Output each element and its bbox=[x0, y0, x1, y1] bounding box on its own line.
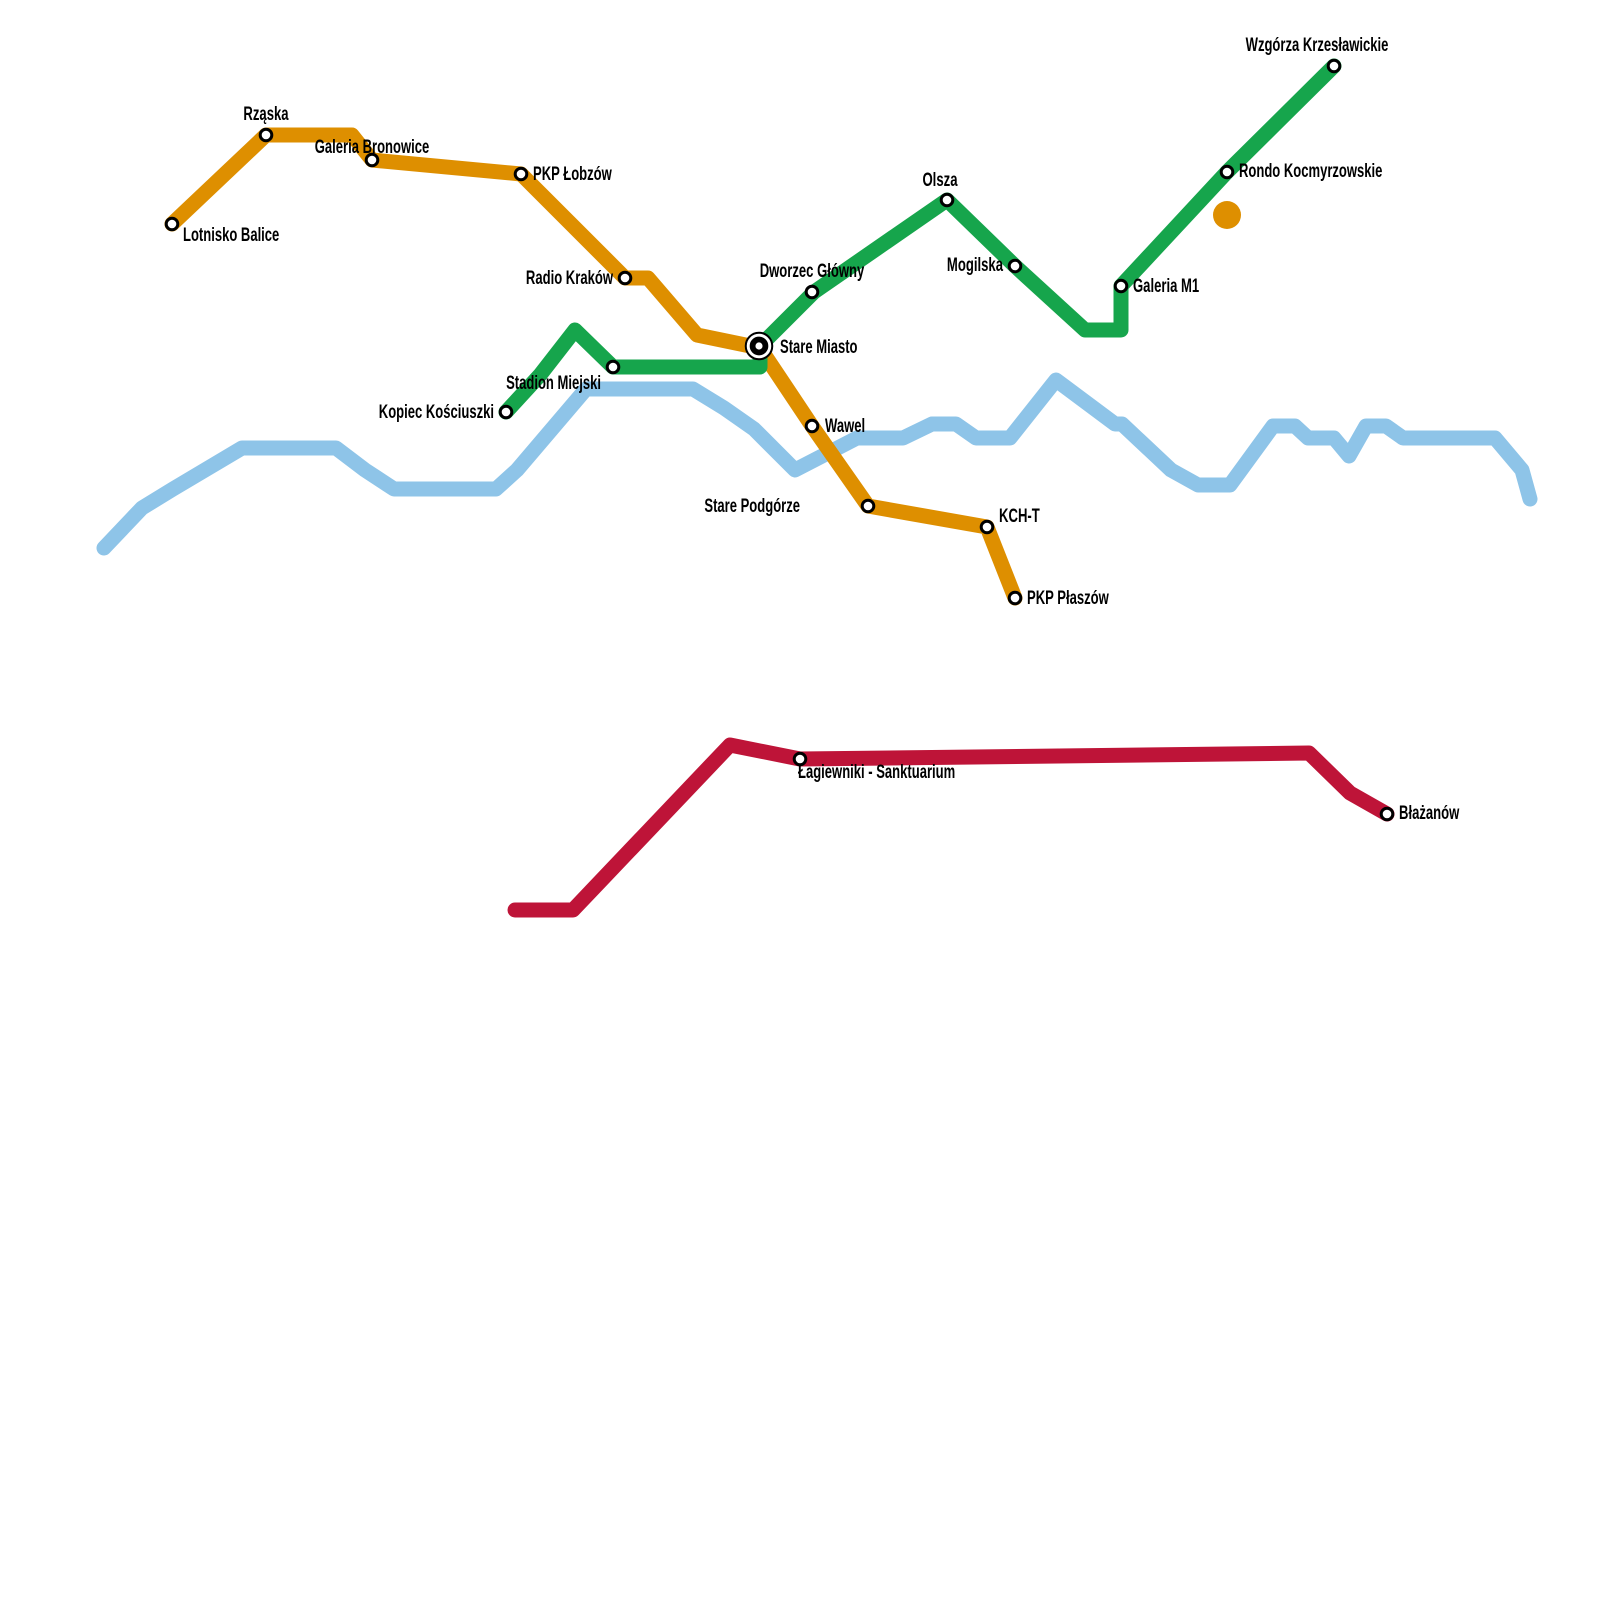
svg-text:Rondo Kocmyrzowskie: Rondo Kocmyrzowskie bbox=[1239, 161, 1382, 182]
svg-text:Wzgórza Krzesławickie: Wzgórza Krzesławickie bbox=[1246, 35, 1389, 56]
svg-text:Olsza: Olsza bbox=[922, 170, 957, 191]
svg-text:PKP Płaszów: PKP Płaszów bbox=[1027, 588, 1109, 609]
svg-text:Radio Kraków: Radio Kraków bbox=[526, 268, 613, 289]
svg-text:Błażanów: Błażanów bbox=[1399, 803, 1459, 824]
svg-text:Galeria M1: Galeria M1 bbox=[1133, 276, 1199, 297]
svg-text:Mogilska: Mogilska bbox=[947, 255, 1003, 276]
svg-text:Łagiewniki - Sanktuarium: Łagiewniki - Sanktuarium bbox=[798, 762, 955, 783]
svg-text:Stare Miasto: Stare Miasto bbox=[780, 337, 858, 358]
svg-text:KCH-T: KCH-T bbox=[999, 506, 1040, 527]
svg-text:PKP Łobzów: PKP Łobzów bbox=[533, 164, 612, 185]
svg-text:Stare Podgórze: Stare Podgórze bbox=[704, 496, 800, 517]
svg-text:Dworzec Główny: Dworzec Główny bbox=[760, 261, 865, 282]
svg-text:Wawel: Wawel bbox=[825, 416, 865, 437]
svg-text:Rząska: Rząska bbox=[243, 104, 288, 125]
svg-text:Kopiec Kościuszki: Kopiec Kościuszki bbox=[379, 402, 494, 423]
svg-text:Lotnisko Balice: Lotnisko Balice bbox=[183, 225, 279, 246]
svg-text:Galeria Bronowice: Galeria Bronowice bbox=[315, 137, 430, 158]
svg-text:Stadion Miejski: Stadion Miejski bbox=[506, 373, 601, 394]
